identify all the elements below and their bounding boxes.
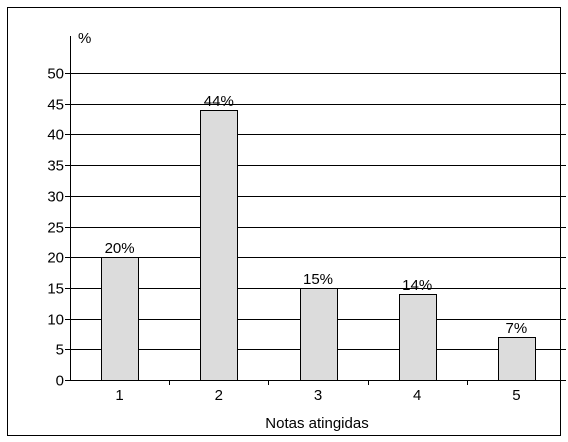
x-tick-label: 5 bbox=[512, 387, 520, 404]
data-label: 15% bbox=[303, 271, 333, 288]
data-label: 20% bbox=[105, 240, 135, 257]
x-tick-label: 4 bbox=[413, 387, 421, 404]
data-label: 14% bbox=[402, 277, 432, 294]
y-tick-label: 50 bbox=[47, 66, 64, 83]
axes bbox=[65, 36, 566, 385]
y-tick-label: 15 bbox=[47, 281, 64, 298]
y-tick-label: 30 bbox=[47, 189, 64, 206]
y-tick-label: 40 bbox=[47, 127, 64, 144]
bar bbox=[399, 294, 437, 381]
y-tick-label: 10 bbox=[47, 312, 64, 329]
bar bbox=[200, 110, 238, 381]
y-tick-label: 45 bbox=[47, 97, 64, 114]
x-tick-label: 3 bbox=[314, 387, 322, 404]
y-tick-label: 25 bbox=[47, 220, 64, 237]
x-tick-label: 1 bbox=[115, 387, 123, 404]
x-tick-label: 2 bbox=[215, 387, 223, 404]
y-tick-label: 35 bbox=[47, 158, 64, 175]
bar bbox=[498, 337, 536, 381]
y-tick-label: 20 bbox=[47, 250, 64, 267]
x-axis-label: Notas atingidas bbox=[265, 415, 368, 432]
labels: 0 5 10 15 20 25 30 35 40 45 50 1 20% 2 44% 3 15% 4 14% 5 7% bbox=[47, 66, 527, 405]
gridlines bbox=[70, 73, 566, 350]
data-label: 7% bbox=[506, 320, 528, 337]
chart-frame bbox=[7, 7, 561, 436]
data-label: 44% bbox=[204, 93, 234, 110]
y-tick-label: 5 bbox=[56, 342, 64, 359]
bar bbox=[101, 257, 139, 381]
bar bbox=[300, 288, 338, 381]
y-axis-label: % bbox=[78, 30, 91, 47]
y-tick-label: 0 bbox=[56, 373, 64, 390]
